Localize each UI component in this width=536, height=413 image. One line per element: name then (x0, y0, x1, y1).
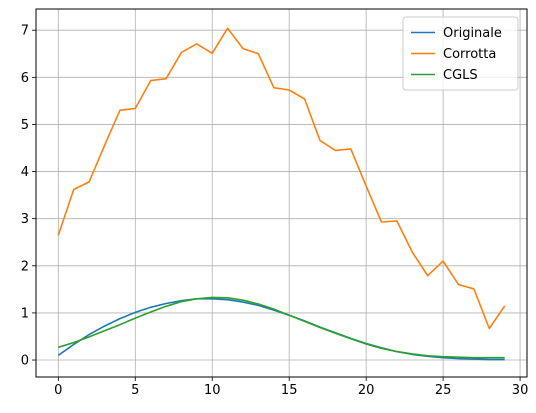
y-tick-label: 1 (21, 306, 29, 321)
legend-label-cgls: CGLS (443, 68, 478, 83)
y-tick-label: 2 (21, 259, 29, 274)
x-tick-label: 15 (281, 383, 298, 398)
y-tick-label: 4 (21, 165, 29, 180)
x-tick-label: 10 (204, 383, 221, 398)
y-tick-label: 0 (21, 354, 29, 369)
legend: Originale Corrotta CGLS (403, 17, 518, 90)
y-tick-label: 5 (21, 118, 29, 133)
y-tick-label: 6 (21, 71, 29, 86)
x-tick-label: 30 (512, 383, 529, 398)
x-tick-label: 20 (358, 383, 375, 398)
x-tick-label: 0 (54, 383, 62, 398)
y-tick-label: 7 (21, 24, 29, 39)
y-tick-label: 3 (21, 212, 29, 227)
x-tick-label: 5 (131, 383, 139, 398)
x-tick-label: 25 (435, 383, 452, 398)
legend-label-corrotta: Corrotta (443, 47, 496, 62)
legend-label-originale: Originale (443, 26, 502, 41)
